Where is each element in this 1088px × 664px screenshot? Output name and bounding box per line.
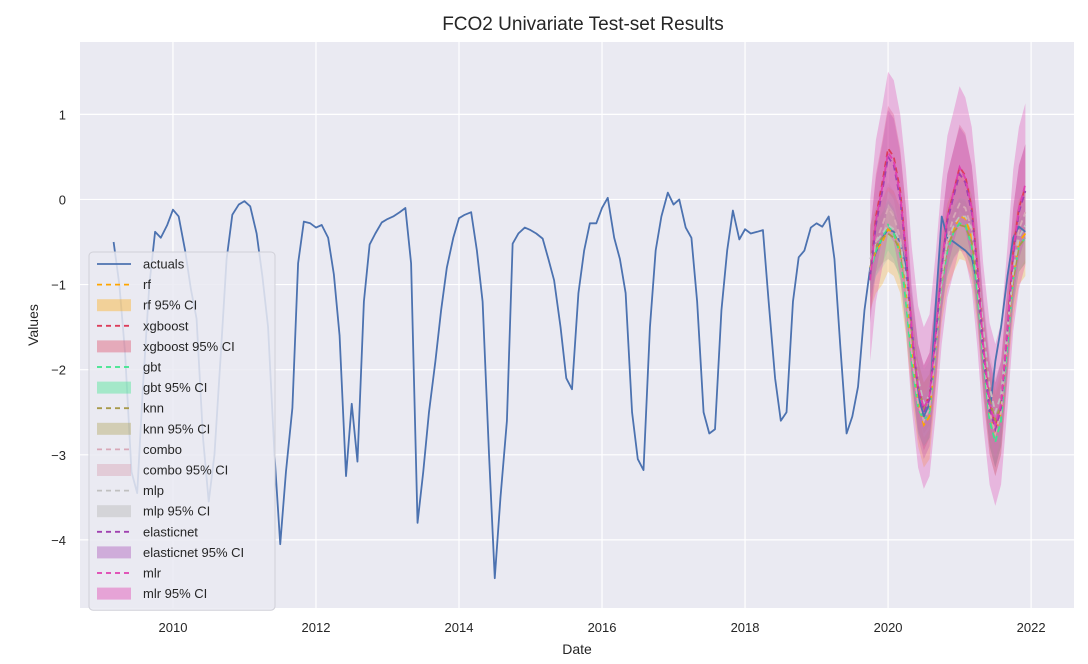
y-tick-label: −1 <box>51 278 66 293</box>
legend-label: rf 95% CI <box>143 298 197 313</box>
x-tick-label: 2014 <box>445 620 474 635</box>
ci-band-rf <box>870 173 1026 477</box>
legend-label: elasticnet <box>143 524 198 539</box>
legend-swatch-combo-95-CI <box>97 464 131 476</box>
series-line-mlp <box>869 215 1027 416</box>
legend-swatch-elasticnet-95-CI <box>97 546 131 559</box>
legend-label: actuals <box>143 257 185 272</box>
legend-swatch-mlp-95-CI <box>97 505 131 518</box>
series-line-combo <box>869 202 1027 437</box>
y-axis-label: Values <box>25 304 41 346</box>
legend-label: mlp 95% CI <box>143 504 210 519</box>
y-tick-label: −4 <box>51 533 66 548</box>
legend-swatch-rf-95-CI <box>97 299 131 312</box>
x-tick-label: 2010 <box>159 620 188 635</box>
legend-label: combo 95% CI <box>143 463 228 478</box>
x-tick-label: 2012 <box>302 620 331 635</box>
legend-swatch-mlr-95-CI <box>97 587 131 600</box>
y-tick-labels: 1 0 −1 −2 −3 −4 <box>51 107 66 548</box>
chart-title: FCO2 Univariate Test-set Results <box>442 14 724 35</box>
series-line-mlr <box>869 150 1027 429</box>
legend-label: mlr 95% CI <box>143 586 207 601</box>
legend-label: gbt <box>143 360 161 375</box>
legend-label: elasticnet 95% CI <box>143 545 244 560</box>
legend-label: mlr <box>143 566 162 581</box>
legend-label: rf <box>143 277 151 292</box>
x-tick-label: 2020 <box>874 620 903 635</box>
legend-label: knn <box>143 401 164 416</box>
series-lines <box>112 146 1027 580</box>
legend: actuals rf rf 95% CI xgboost xgboost 95% CI g… <box>88 251 276 611</box>
legend-label: mlp <box>143 483 164 498</box>
legend-swatch-knn-95-CI <box>97 422 131 435</box>
legend-label: knn 95% CI <box>143 421 210 436</box>
legend-swatch-xgboost-95-CI <box>97 340 131 353</box>
legend-swatch-gbt-95-CI <box>97 381 131 394</box>
legend-label: xgboost <box>143 318 189 333</box>
legend-box <box>88 251 276 611</box>
y-tick-label: −3 <box>51 448 66 463</box>
legend-label: gbt 95% CI <box>143 380 207 395</box>
x-tick-label: 2018 <box>731 620 760 635</box>
legend-label: xgboost 95% CI <box>143 339 235 354</box>
y-tick-label: −2 <box>51 363 66 378</box>
x-tick-label: 2016 <box>588 620 617 635</box>
x-tick-labels: 2010 2012 2014 2016 2018 2020 2022 <box>159 620 1046 635</box>
x-axis-label: Date <box>562 641 592 657</box>
legend-label: combo <box>143 442 182 457</box>
y-tick-label: 1 <box>59 107 66 122</box>
ci-band-gbt <box>870 197 1026 468</box>
y-tick-label: 0 <box>59 192 66 207</box>
x-tick-label: 2022 <box>1017 620 1046 635</box>
